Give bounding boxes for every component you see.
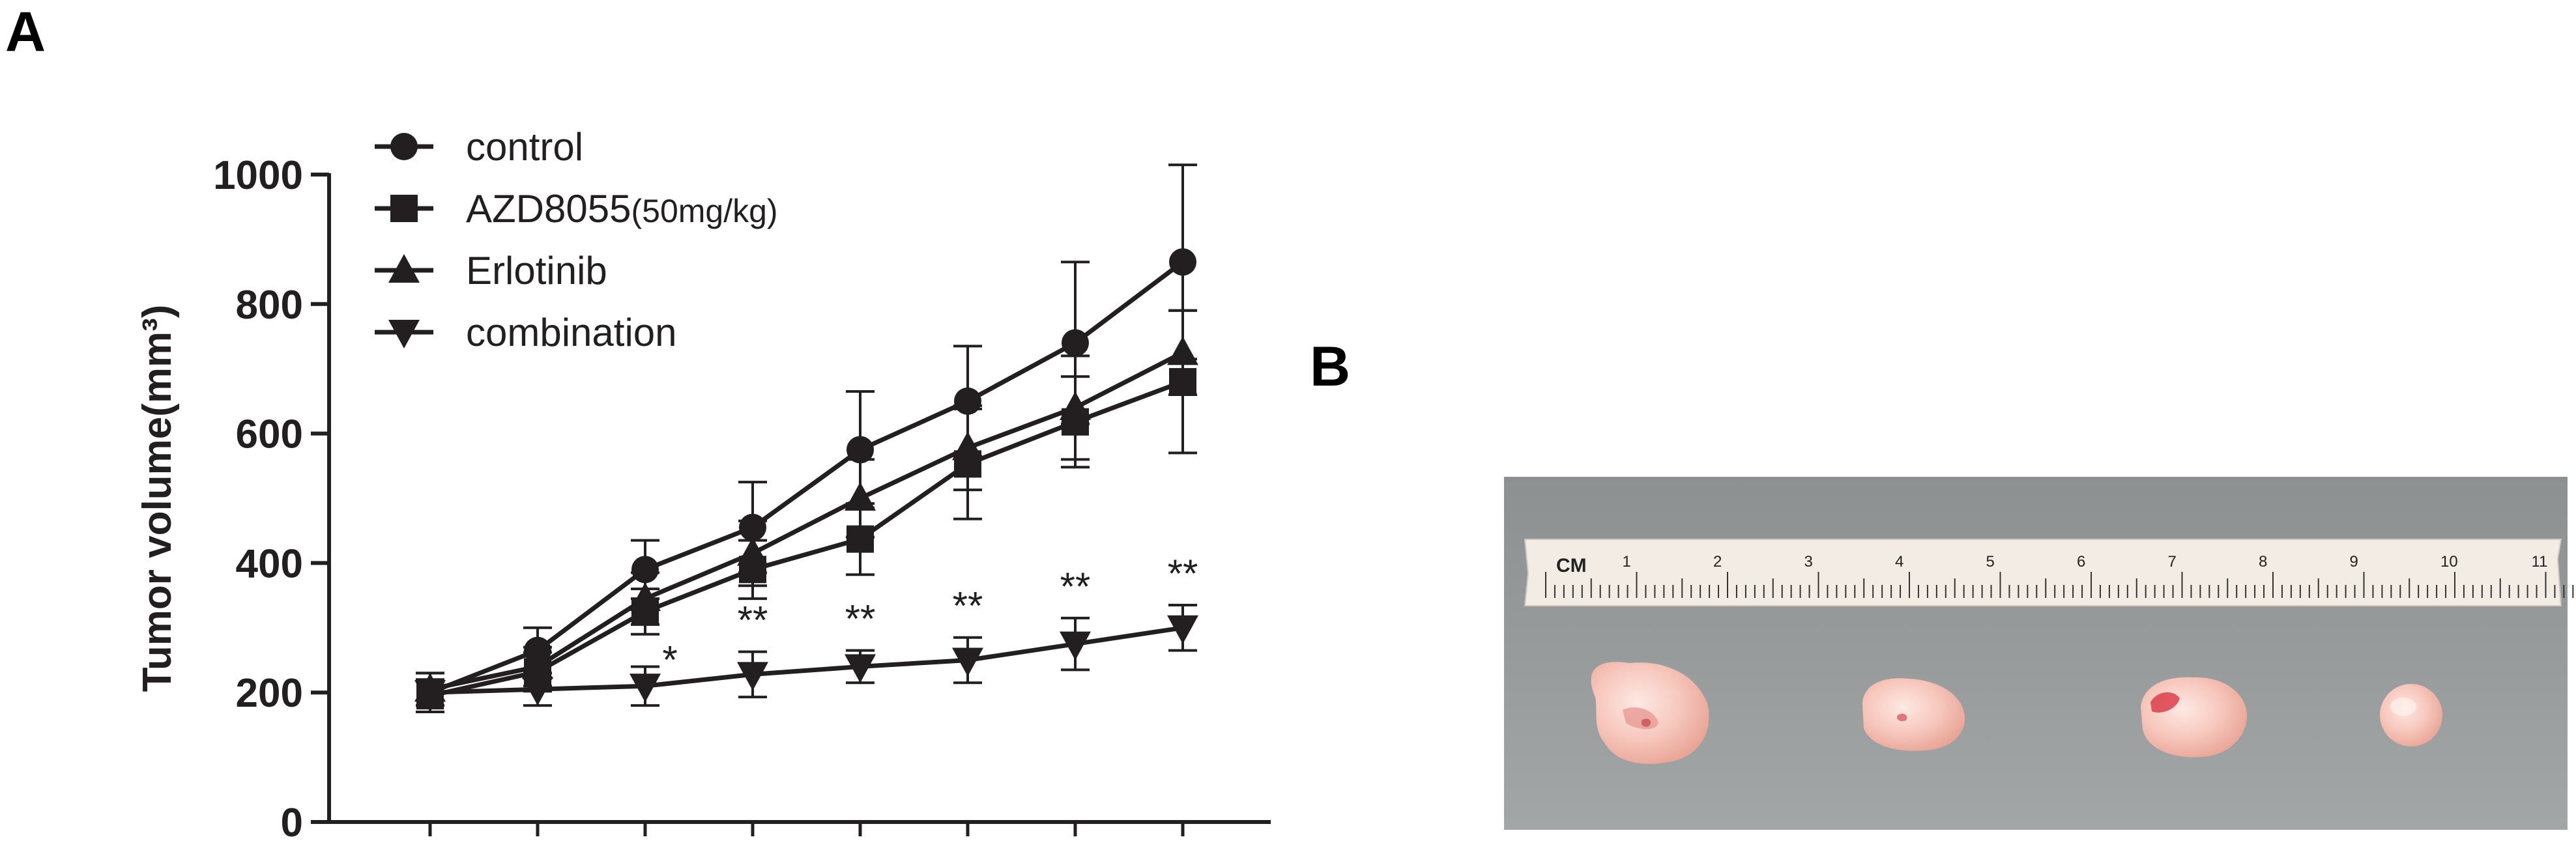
y-tick-label-0: 0 — [281, 800, 303, 845]
panel-b-label: B — [1310, 335, 1350, 398]
ruler-ticks — [1545, 572, 2574, 598]
legend-marker — [388, 320, 420, 348]
data-point — [1167, 336, 1198, 365]
series-square — [416, 309, 1197, 714]
ruler-unit-label: CM — [1556, 555, 1587, 576]
ruler-number-7: 7 — [2168, 553, 2177, 571]
data-point — [1169, 248, 1196, 276]
series-line — [429, 260, 1185, 695]
legend-label: control — [466, 125, 583, 169]
ruler-numbers: 1 2 3 4 5 6 7 8 9 10 11 — [1623, 553, 2548, 571]
series-line — [429, 625, 1183, 695]
data-point — [1167, 615, 1198, 644]
legend-label: combination — [466, 311, 677, 354]
data-point — [631, 556, 659, 584]
ruler-number-1: 1 — [1623, 553, 1631, 571]
significance-mark: ** — [738, 599, 768, 642]
data-point — [952, 431, 983, 460]
significance-mark: ** — [1168, 552, 1198, 595]
series-line — [429, 379, 1184, 698]
legend-marker — [390, 195, 418, 222]
ruler-number-4: 4 — [1895, 553, 1903, 571]
y-tick-label-800: 800 — [236, 283, 303, 328]
ruler-number-9: 9 — [2350, 553, 2358, 571]
legend-item-triangle-up: Erlotinib — [375, 249, 607, 292]
legend-marker — [390, 133, 418, 160]
data-point — [522, 677, 553, 706]
tumor-specimen-2 — [1862, 678, 1965, 751]
chart-legend: control AZD8055(50mg/kg) Erlotinib combinat… — [375, 125, 778, 354]
series-triangle-down — [414, 604, 1198, 709]
data-point — [1060, 631, 1091, 660]
ruler-number-6: 6 — [2077, 553, 2085, 571]
series-line — [429, 350, 1184, 692]
y-tick-label-1000: 1000 — [213, 153, 303, 198]
ruler-number-2: 2 — [1713, 553, 1722, 571]
tumor-specimen-4 — [2380, 684, 2442, 746]
tumor-photo: CM 1 2 3 4 5 6 7 8 9 10 11 — [1504, 477, 2574, 830]
data-point — [1062, 329, 1089, 357]
ruler-number-3: 3 — [1804, 553, 1813, 571]
ruler-number-8: 8 — [2259, 553, 2267, 571]
y-tick-label-200: 200 — [236, 671, 303, 716]
significance-mark: ** — [953, 584, 983, 628]
data-point — [414, 680, 446, 709]
significance-mark: ** — [1060, 565, 1091, 608]
y-axis-label: Tumor volume(mm³) — [135, 305, 180, 692]
panel-a-label: A — [5, 1, 46, 63]
data-point — [845, 482, 876, 511]
y-tick-label-400: 400 — [236, 541, 303, 586]
chart-axes — [327, 173, 1271, 824]
data-point — [630, 673, 661, 703]
data-point — [1060, 391, 1091, 420]
data-point — [847, 436, 874, 464]
significance-mark: * — [662, 638, 677, 681]
ruler: CM 1 2 3 4 5 6 7 8 9 10 11 — [1524, 539, 2574, 606]
ruler-number-5: 5 — [1986, 553, 1995, 571]
ruler-number-11: 11 — [2532, 553, 2548, 571]
data-point — [737, 537, 768, 566]
y-tick-label-600: 600 — [236, 412, 303, 457]
tumor-specimen-3 — [2141, 677, 2248, 758]
legend-item-square: AZD8055(50mg/kg) — [375, 187, 778, 231]
data-point — [952, 647, 983, 677]
legend-marker — [388, 254, 420, 283]
legend-item-triangle-down: combination — [375, 311, 677, 354]
series-circle — [416, 163, 1197, 714]
data-point — [630, 582, 661, 612]
data-point — [737, 662, 768, 691]
ruler-number-10: 10 — [2440, 553, 2458, 571]
series-layer — [414, 163, 1198, 714]
y-axis-ticks: 0 200 400 600 800 1000 — [213, 153, 329, 845]
data-point — [845, 654, 876, 683]
photo-background — [1504, 477, 2568, 830]
significance-mark: ** — [845, 597, 876, 641]
tumor-specimen-1 — [1591, 662, 1709, 764]
legend-label: Erlotinib — [466, 249, 607, 292]
legend-item-circle: control — [375, 125, 583, 169]
legend-label: AZD8055(50mg/kg) — [466, 187, 778, 231]
x-axis-ticks — [428, 822, 1185, 836]
significance-layer: *** ** ** ** ** — [662, 552, 1198, 681]
